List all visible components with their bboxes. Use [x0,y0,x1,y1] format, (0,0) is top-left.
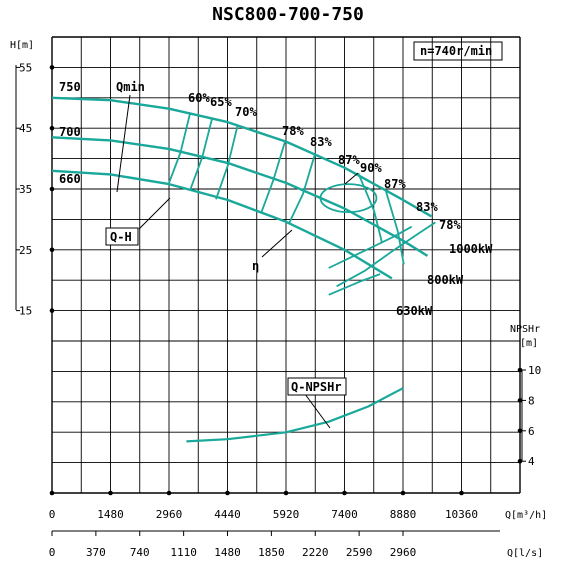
efficiency-label: 83% [416,200,438,214]
speed-label: n=740r/min [420,44,492,58]
x-secondary-tick-label: 370 [86,546,106,559]
y-right-tick-label: 10 [528,364,541,377]
y-right-axis-unit: [m] [520,338,538,349]
npsh-axis-dot [517,367,523,373]
x-primary-tick-label: 0 [49,508,56,521]
qh-label: Q-H [110,230,132,244]
y-right-axis-label: NPSHr [510,324,540,335]
leader-line [344,172,359,185]
iso-efficiency-line [215,124,239,200]
y-left-tick-label: 45 [19,122,32,135]
y-axis-dot [49,125,55,131]
power-label: 800kW [427,273,464,287]
power-line-800kw [328,225,413,269]
x-axis-dot [225,490,230,496]
x-secondary-unit: Q[l/s] [507,548,543,559]
x-primary-tick-label: 5920 [273,508,300,521]
power-label: 630kW [396,304,433,318]
efficiency-label: 87% [338,153,360,167]
x-primary-unit: Q[m³/h] [505,510,547,521]
leader-line [301,389,331,429]
x-axis-dot [459,490,464,496]
labels: n=740r/min Qmin 750 700 660 Q-H η Q-NPSHr 60% 65%… [59,41,503,396]
x-secondary-tick-label: 1850 [258,546,285,559]
npsh-axis-dot [517,398,523,403]
power-line-1000kw [336,221,436,288]
x-primary-tick-label: 8880 [390,508,417,521]
head-curve-660 [51,169,393,280]
x-primary-tick-label: 1480 [97,508,124,521]
grid [49,36,523,496]
x-secondary-tick-label: 1110 [170,546,197,559]
efficiency-label: 60% [188,91,210,105]
efficiency-label: 78% [439,218,461,232]
iso-efficiency-line [260,140,287,213]
y-axis-dot [49,308,55,313]
iso-efficiency-line [288,154,316,224]
x-axis-dot [166,490,172,496]
x-axis-dot [400,490,406,496]
iso-efficiency-line [385,191,405,265]
efficiency-label: 87% [384,177,406,191]
npshr-curve [186,387,404,443]
x-secondary-tick-label: 740 [130,546,150,559]
y-left-tick-label: 15 [19,305,32,318]
iso-efficiency-line [189,118,213,190]
npsh-label-box [287,377,347,396]
x-secondary-tick-label: 2590 [346,546,373,559]
x-primary-tick-label: 7400 [331,508,358,521]
y-right-tick-label: 8 [528,394,535,407]
x-axis-dot [283,490,289,496]
leader-line [138,197,171,230]
y-left-axis-label: H[m] [10,40,34,51]
qmin-label: Qmin [116,80,145,94]
iso-efficiency-line [167,112,192,185]
x-axis-dot [49,490,55,496]
y-axis-dot [49,247,55,253]
y-axis-dot [49,186,55,192]
iso-efficiency-line [357,172,383,244]
curves [51,94,436,443]
x-secondary-tick-label: 1480 [214,546,241,559]
leader-line [116,94,131,193]
head-curve-750 [51,96,433,218]
npsh-axis-dot [517,458,523,464]
power-line-630kw [328,273,381,296]
qh-label-box [105,227,139,246]
diameter-700-label: 700 [59,125,81,139]
efficiency-label: 83% [310,135,332,149]
chart-title: NSC800-700-750 [212,4,364,25]
efficiency-label: 70% [235,105,257,119]
y-right-tick-label: 6 [528,425,535,438]
head-curve-700 [51,136,429,257]
x-primary-tick-label: 10360 [445,508,478,521]
x-secondary-tick-label: 2220 [302,546,329,559]
efficiency-label: 78% [282,124,304,138]
iso-efficiency-90-loop [319,183,378,214]
y-left-tick-label: 35 [19,183,32,196]
x-axis-dot [342,490,347,496]
npsh-axis-dot [517,428,523,434]
x-secondary-tick-label: 2960 [390,546,417,559]
y-right-tick-label: 4 [528,455,535,468]
speed-label-box [413,41,503,61]
power-label: 1000kW [449,242,493,256]
ticks: H[m] 55 45 35 25 15 NPSHr [m] 10 8 6 4 0 1480 2960 4440… [10,40,547,559]
y-left-tick-label: 25 [19,244,32,257]
efficiency-label: 65% [210,95,232,109]
x-axis-dot [108,490,113,496]
npsh-label: Q-NPSHr [291,380,342,394]
eta-label: η [252,259,259,273]
y-left-tick-label: 55 [19,61,32,74]
diameter-750-label: 750 [59,80,81,94]
leader-line [261,229,293,258]
x-primary-tick-label: 4440 [214,508,241,521]
x-secondary-tick-label: 0 [49,546,56,559]
y-axis-dot [49,65,55,70]
diameter-660-label: 660 [59,172,81,186]
x-primary-tick-label: 2960 [156,508,183,521]
efficiency-label: 90% [360,161,382,175]
